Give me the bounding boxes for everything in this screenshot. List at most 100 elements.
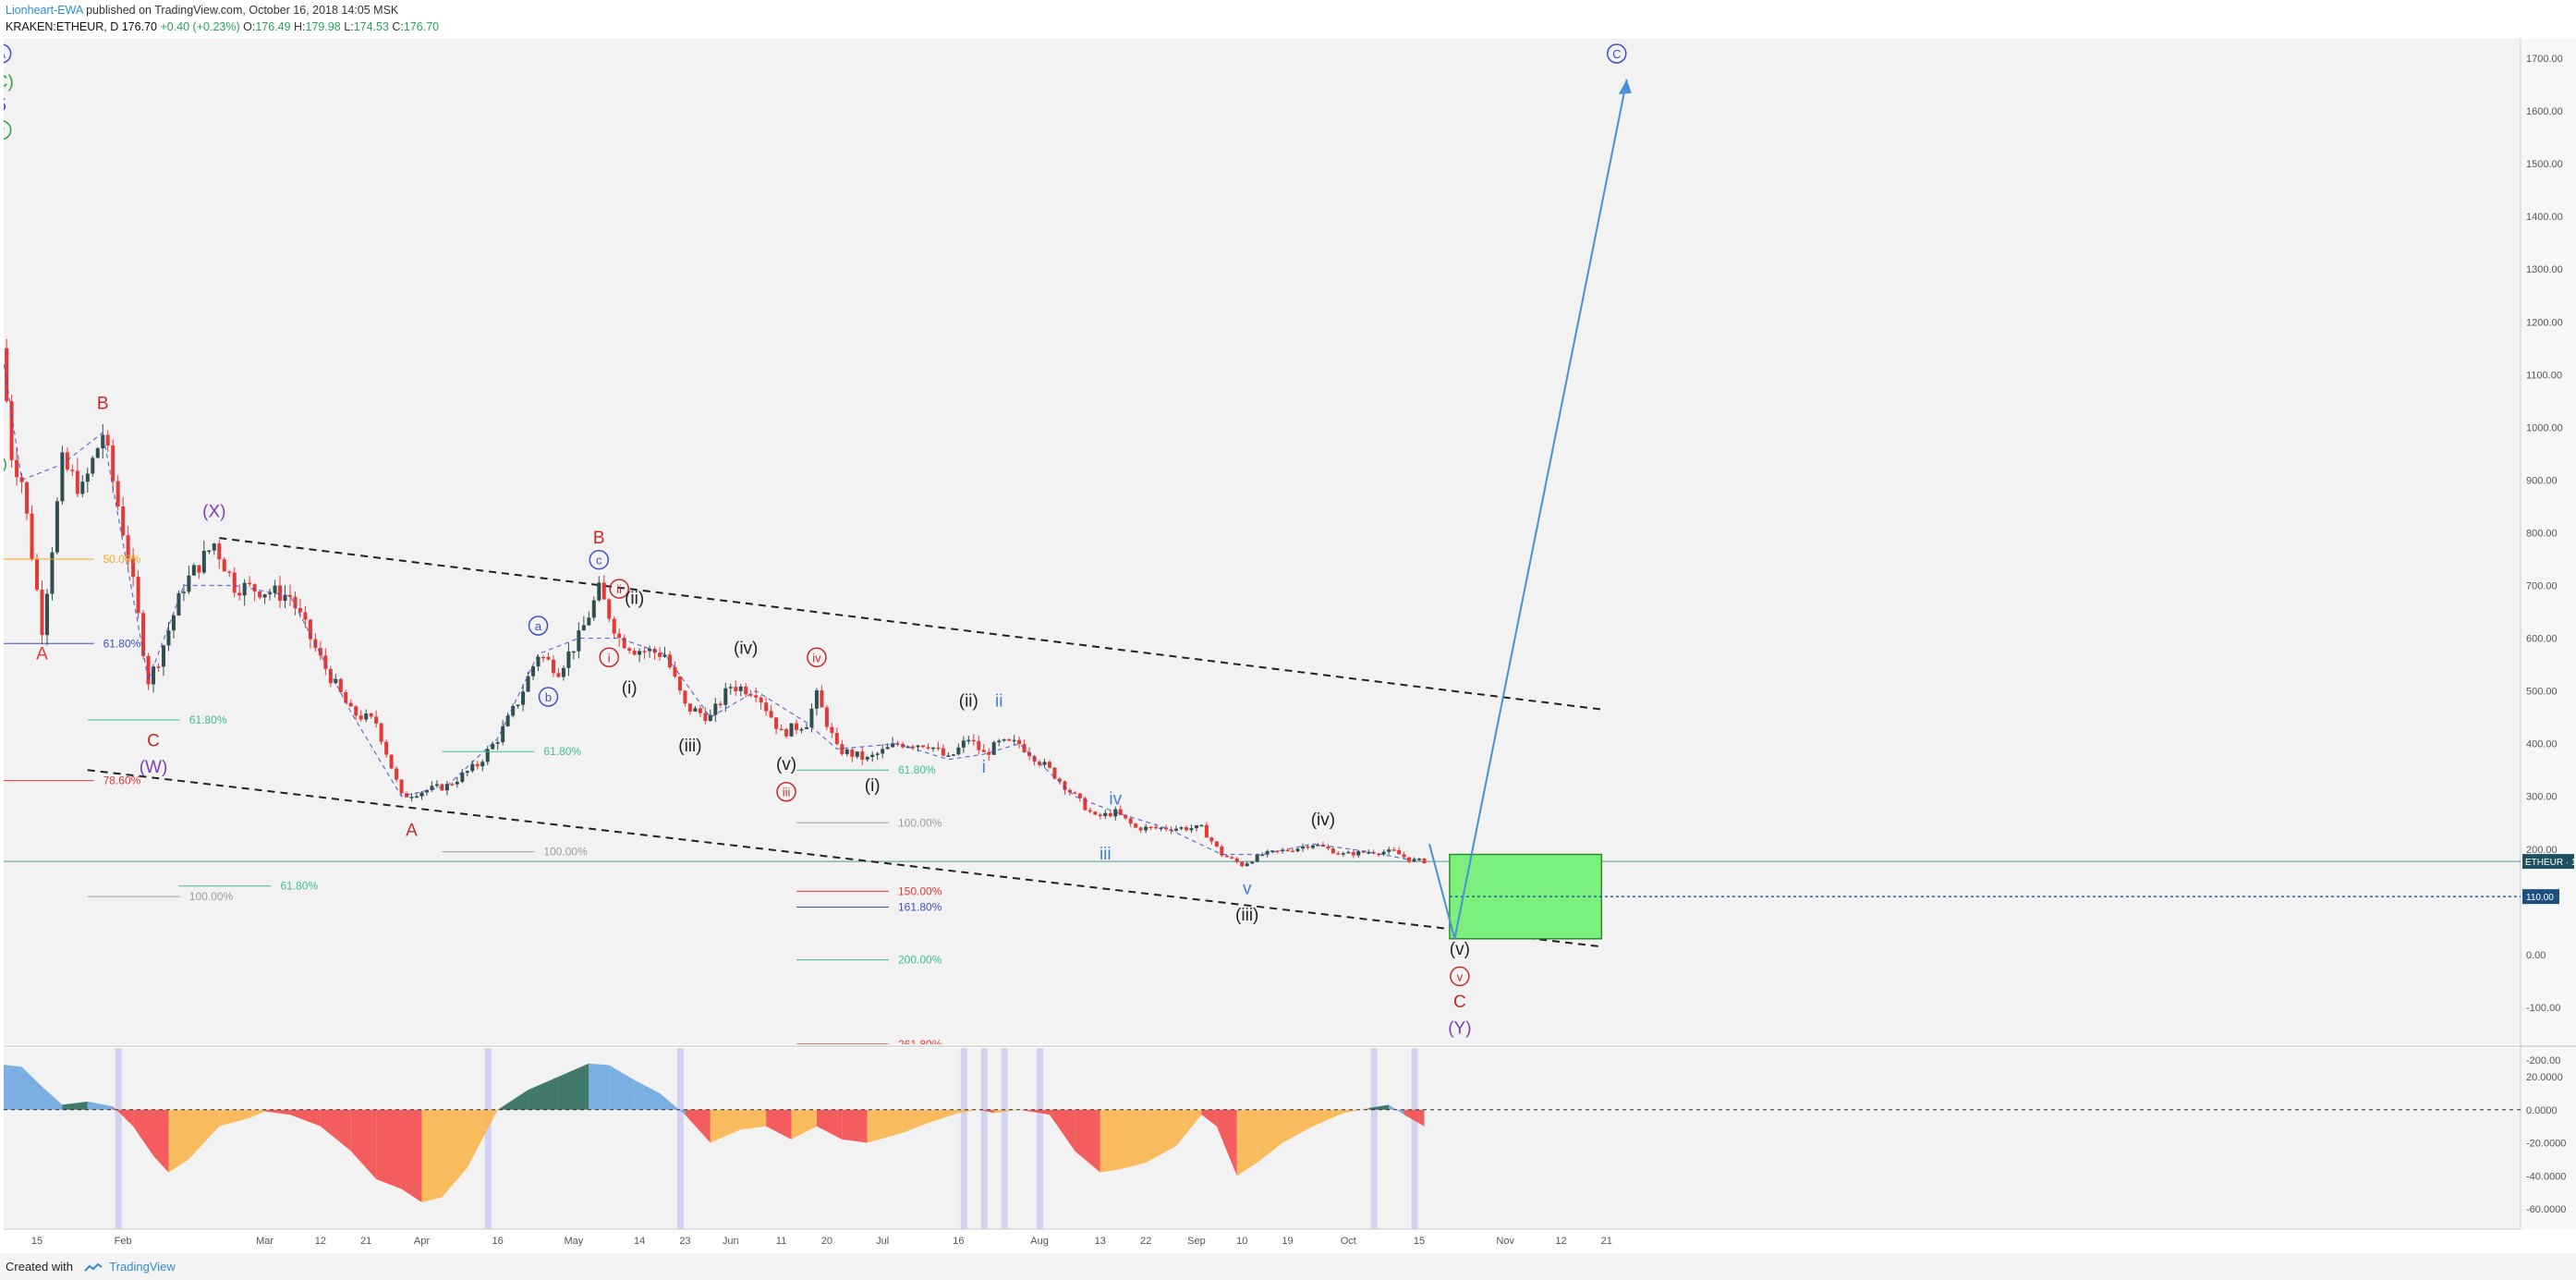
wave-label-circle (4, 120, 12, 140)
time-tick-label: May (564, 1236, 583, 1247)
candle-body (1042, 762, 1047, 765)
candle-body (1412, 859, 1416, 862)
candle-body (764, 702, 769, 712)
osc-area-segment (816, 1109, 843, 1140)
candle-body (521, 691, 526, 705)
time-tick-label: 16 (953, 1236, 964, 1247)
osc-area-segment (1146, 1109, 1176, 1163)
target-price-badge: 110.00 (2522, 889, 2559, 905)
price-tick-label: -100.00 (2526, 1003, 2560, 1014)
price-tick-label: -200.00 (2526, 1055, 2560, 1067)
candle-body (1012, 739, 1016, 742)
candle-body (1234, 858, 1239, 862)
time-tick-label: 12 (1555, 1236, 1566, 1247)
osc-area-segment (1075, 1109, 1100, 1173)
candle-body (101, 434, 105, 449)
candle-body (840, 744, 844, 754)
candle-body (687, 703, 692, 712)
osc-highlight-band (676, 1048, 684, 1229)
time-tick-label: 23 (679, 1236, 690, 1247)
open-value: 176.49 (255, 20, 291, 33)
fib-level-label: 261.80% (898, 1038, 942, 1051)
candle-body (121, 506, 126, 536)
time-tick-label: 22 (1140, 1236, 1151, 1247)
time-tick-label: Nov (1496, 1236, 1514, 1247)
candle-body (536, 656, 541, 667)
candle-body (1007, 738, 1012, 741)
price-change: +0.40 (+0.23%) (160, 20, 240, 33)
candle-body (795, 723, 798, 730)
candle-body (207, 550, 212, 553)
candle-body (977, 740, 981, 750)
osc-area-segment (558, 1063, 589, 1110)
candle-body (997, 740, 1002, 743)
candle-body (936, 747, 941, 750)
candle-body (850, 749, 855, 757)
tradingview-link[interactable]: TradingView (109, 1260, 176, 1274)
candle-body (809, 708, 814, 727)
osc-tick-label: -60.0000 (2526, 1204, 2566, 1215)
candle-body (298, 607, 302, 613)
wave-label: 5 (0, 96, 6, 116)
candle-body (364, 713, 369, 720)
candle-body (1417, 858, 1422, 860)
time-tick-label: 15 (1414, 1236, 1425, 1247)
candle-body (1204, 824, 1209, 838)
candle-body (1336, 853, 1341, 855)
price-tick-label: 800.00 (2526, 528, 2558, 539)
candle-body (1356, 851, 1361, 856)
fib-level-label: 100.00% (189, 890, 234, 903)
candle-body (658, 652, 662, 657)
candle-body (926, 747, 930, 749)
osc-area-segment (497, 1090, 529, 1110)
price-axis-background (2521, 39, 2576, 1229)
time-tick-label: Mar (256, 1236, 273, 1247)
candle-body (268, 592, 273, 595)
candle-body (369, 713, 373, 717)
candle-body (1199, 824, 1204, 827)
osc-area-segment (1019, 1109, 1050, 1115)
wave-zigzag (4, 359, 1410, 860)
chart-canvas[interactable]: 50.00%61.80%78.60%61.80%100.00%61.80%100… (0, 0, 2576, 1253)
candle-body (424, 789, 429, 793)
candle-body (191, 565, 196, 576)
candle-body (242, 582, 247, 596)
price-tick-label: 0.00 (2526, 950, 2546, 961)
candle-body (946, 755, 951, 757)
author-link[interactable]: Lionheart-EWA (6, 4, 83, 17)
time-tick-label: 19 (1282, 1236, 1293, 1247)
candle-body (587, 617, 591, 626)
price-tick-label: 1700.00 (2526, 54, 2563, 65)
candle-body (485, 749, 490, 762)
candle-body (338, 678, 343, 692)
candle-body (237, 592, 242, 596)
wave-label: iii (783, 786, 791, 799)
osc-area-segment (442, 1109, 468, 1198)
candle-body (303, 612, 308, 620)
candle-body (1098, 814, 1102, 817)
candle-body (820, 690, 824, 708)
osc-area-segment (685, 1109, 711, 1143)
last-price-badge: ETHEUR · 176.70 (2522, 854, 2576, 870)
osc-area-segment (528, 1077, 559, 1110)
wave-label: i (608, 651, 611, 664)
candle-body (1159, 827, 1163, 830)
candle-body (1189, 828, 1194, 831)
candle-body (526, 676, 530, 692)
candle-body (891, 743, 895, 748)
candle-body (870, 754, 875, 758)
candle-body (1310, 845, 1315, 848)
osc-tick-label: -40.0000 (2526, 1171, 2566, 1182)
osc-highlight-band (1411, 1048, 1418, 1229)
time-tick-label: 12 (315, 1236, 326, 1247)
candle-body (212, 543, 216, 551)
wave-label-circle (589, 549, 610, 570)
osc-area-segment (928, 1109, 959, 1124)
candle-body (1103, 812, 1108, 817)
wave-label: v (0, 124, 5, 138)
candle-body (1331, 848, 1335, 854)
wave-label: (Y) (1448, 1018, 1471, 1038)
candle-body (566, 651, 571, 668)
candle-body (814, 690, 819, 709)
candle-body (415, 796, 419, 798)
